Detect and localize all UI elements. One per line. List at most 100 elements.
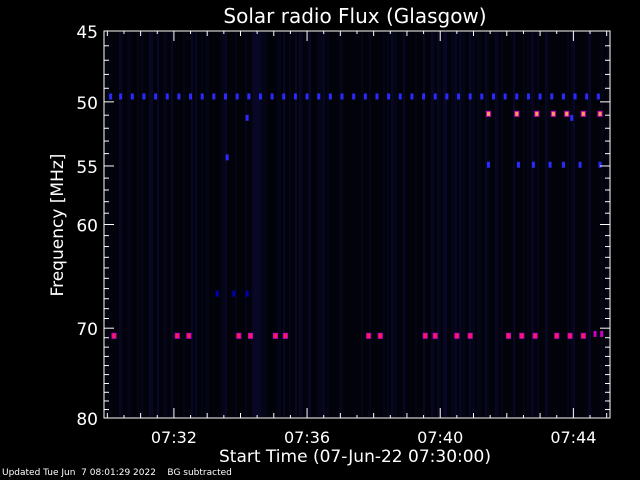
noise-column [403, 32, 405, 417]
emission-mark [548, 161, 552, 168]
noise-column [455, 32, 457, 417]
noise-column [557, 32, 559, 417]
emission-burst [455, 333, 459, 338]
noise-column [245, 32, 247, 417]
emission-mark [363, 93, 367, 100]
noise-column [553, 32, 555, 417]
noise-column [251, 32, 253, 417]
noise-column [467, 32, 469, 417]
noise-column [137, 32, 139, 417]
noise-column [179, 32, 181, 417]
noise-column [263, 32, 265, 417]
noise-column [115, 32, 117, 417]
emission-mark [422, 93, 426, 100]
noise-column [301, 32, 303, 417]
footer-status: Updated Tue Jun 7 08:01:29 2022 BG subtr… [2, 468, 232, 479]
emission-mark [328, 93, 332, 100]
noise-column [471, 32, 473, 417]
noise-column [409, 32, 411, 417]
noise-column [581, 32, 583, 417]
noise-column [563, 32, 565, 417]
noise-column [419, 32, 421, 417]
noise-column [297, 32, 299, 417]
noise-column [291, 32, 293, 417]
noise-column [219, 32, 221, 417]
noise-column [493, 32, 495, 417]
y-tick-label: 55 [76, 158, 98, 178]
noise-column [541, 32, 543, 417]
noise-column [533, 32, 535, 417]
noise-column [571, 32, 573, 417]
noise-column [311, 32, 313, 417]
emission-burst [520, 333, 524, 338]
noise-column [481, 32, 483, 417]
noise-column [457, 32, 459, 417]
noise-column [425, 32, 427, 417]
noise-column [401, 32, 403, 417]
noise-column [509, 32, 511, 417]
noise-column [539, 32, 541, 417]
noise-column [241, 32, 243, 417]
noise-column [183, 32, 185, 417]
noise-column [415, 32, 417, 417]
noise-column [233, 32, 235, 417]
x-tick-label: 07:40 [417, 428, 463, 447]
noise-column [295, 32, 297, 417]
noise-column [141, 32, 143, 417]
noise-column [433, 32, 435, 417]
noise-column [369, 32, 371, 417]
noise-column [575, 32, 577, 417]
noise-column [269, 32, 271, 417]
noise-column [345, 32, 347, 417]
y-tick-label: 60 [76, 217, 98, 237]
noise-column [277, 32, 279, 417]
noise-column [163, 32, 165, 417]
noise-column [229, 32, 231, 417]
noise-column [595, 32, 597, 417]
emission-mark [516, 161, 520, 168]
noise-column [545, 32, 547, 417]
emission-mark [224, 93, 228, 100]
noise-column [507, 32, 509, 417]
noise-column [343, 32, 345, 417]
noise-column [361, 32, 363, 417]
noise-column [239, 32, 241, 417]
noise-column [327, 32, 329, 417]
emission-burst [535, 111, 539, 116]
emission-mark [561, 161, 565, 168]
emission-burst [506, 333, 510, 338]
emission-mark [270, 93, 274, 100]
noise-column [375, 32, 377, 417]
noise-column [347, 32, 349, 417]
noise-column [203, 32, 205, 417]
noise-column [429, 32, 431, 417]
noise-column [349, 32, 351, 417]
noise-column [131, 32, 133, 417]
noise-column [411, 32, 413, 417]
noise-column [393, 32, 395, 417]
emission-mark [352, 93, 356, 100]
noise-column [431, 32, 433, 417]
noise-column [423, 32, 425, 417]
emission-mark [550, 93, 554, 100]
noise-column [281, 32, 283, 417]
noise-column [521, 32, 523, 417]
noise-column [447, 32, 449, 417]
x-tick-label: 07:44 [550, 428, 596, 447]
noise-column [365, 32, 367, 417]
noise-column [513, 32, 515, 417]
noise-column [123, 32, 125, 417]
emission-mark [600, 330, 604, 337]
noise-column [445, 32, 447, 417]
emission-mark [598, 161, 602, 168]
emission-burst [551, 111, 555, 116]
noise-column [299, 32, 301, 417]
noise-column [441, 32, 443, 417]
noise-column [333, 32, 335, 417]
noise-column [279, 32, 281, 417]
noise-column [531, 32, 533, 417]
noise-column [125, 32, 127, 417]
noise-column [473, 32, 475, 417]
emission-burst [423, 333, 427, 338]
